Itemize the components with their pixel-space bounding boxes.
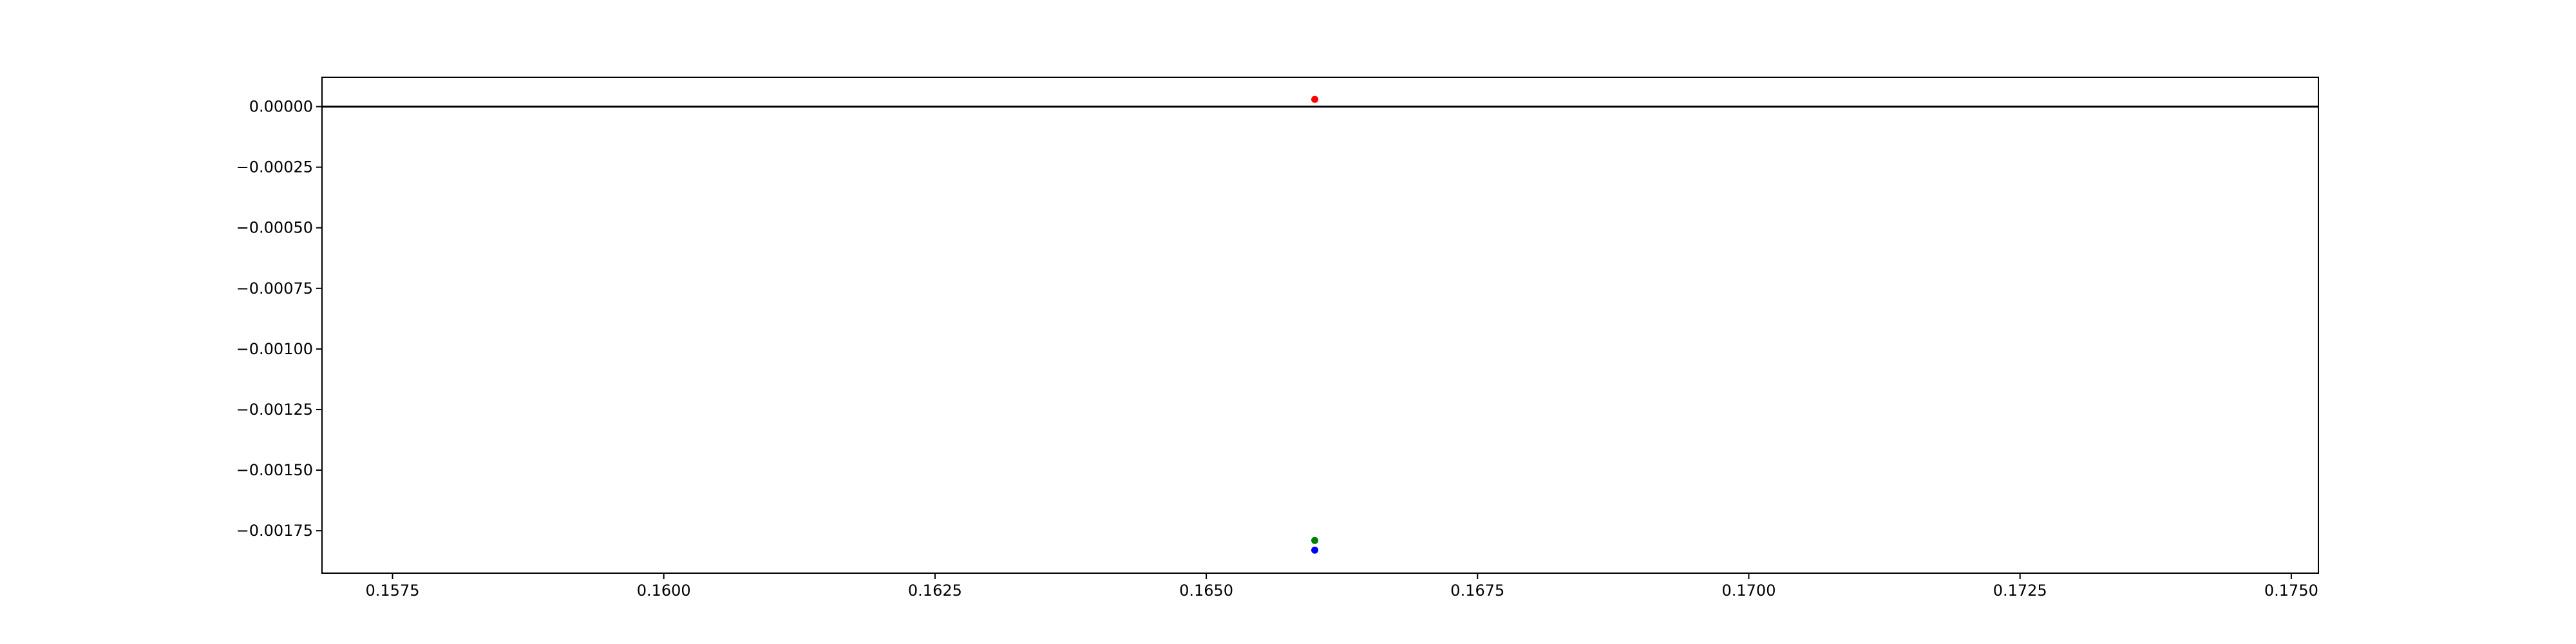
- y-tick-label: −0.00025: [236, 158, 313, 176]
- x-tick-label: 0.1750: [2264, 582, 2318, 600]
- plot-area-background: [322, 77, 2318, 573]
- plot-area-frame: [321, 77, 2319, 574]
- x-axis: 0.1575 0.1600 0.1625 0.1650 0.1675 0.1700 0.17…: [366, 573, 2318, 600]
- data-points: [1311, 95, 1319, 554]
- x-tick-label: 0.1725: [1993, 582, 2047, 600]
- x-tick-label: 0.1600: [637, 582, 691, 600]
- y-tick-label: −0.00075: [236, 279, 313, 298]
- y-tick-label: −0.00125: [236, 401, 313, 419]
- data-point-series-0-0: [1311, 95, 1319, 103]
- y-tick-label: −0.00050: [236, 219, 313, 237]
- x-tick-label: 0.1575: [366, 582, 420, 600]
- x-tick-label: 0.1650: [1179, 582, 1233, 600]
- y-tick-label: 0.00000: [249, 98, 313, 116]
- x-tick-label: 0.1625: [908, 582, 962, 600]
- data-point-series-1-0: [1311, 536, 1319, 544]
- y-tick-label: −0.00100: [236, 340, 313, 358]
- data-point-series-2-0: [1311, 546, 1319, 554]
- x-tick-label: 0.1700: [1721, 582, 1776, 600]
- x-tick-label: 0.1675: [1450, 582, 1504, 600]
- y-axis: 0.00000 −0.00025 −0.00050 −0.00075 −0.00100 −…: [236, 98, 322, 540]
- y-tick-label: −0.00150: [236, 461, 313, 479]
- y-tick-label: −0.00175: [236, 522, 313, 540]
